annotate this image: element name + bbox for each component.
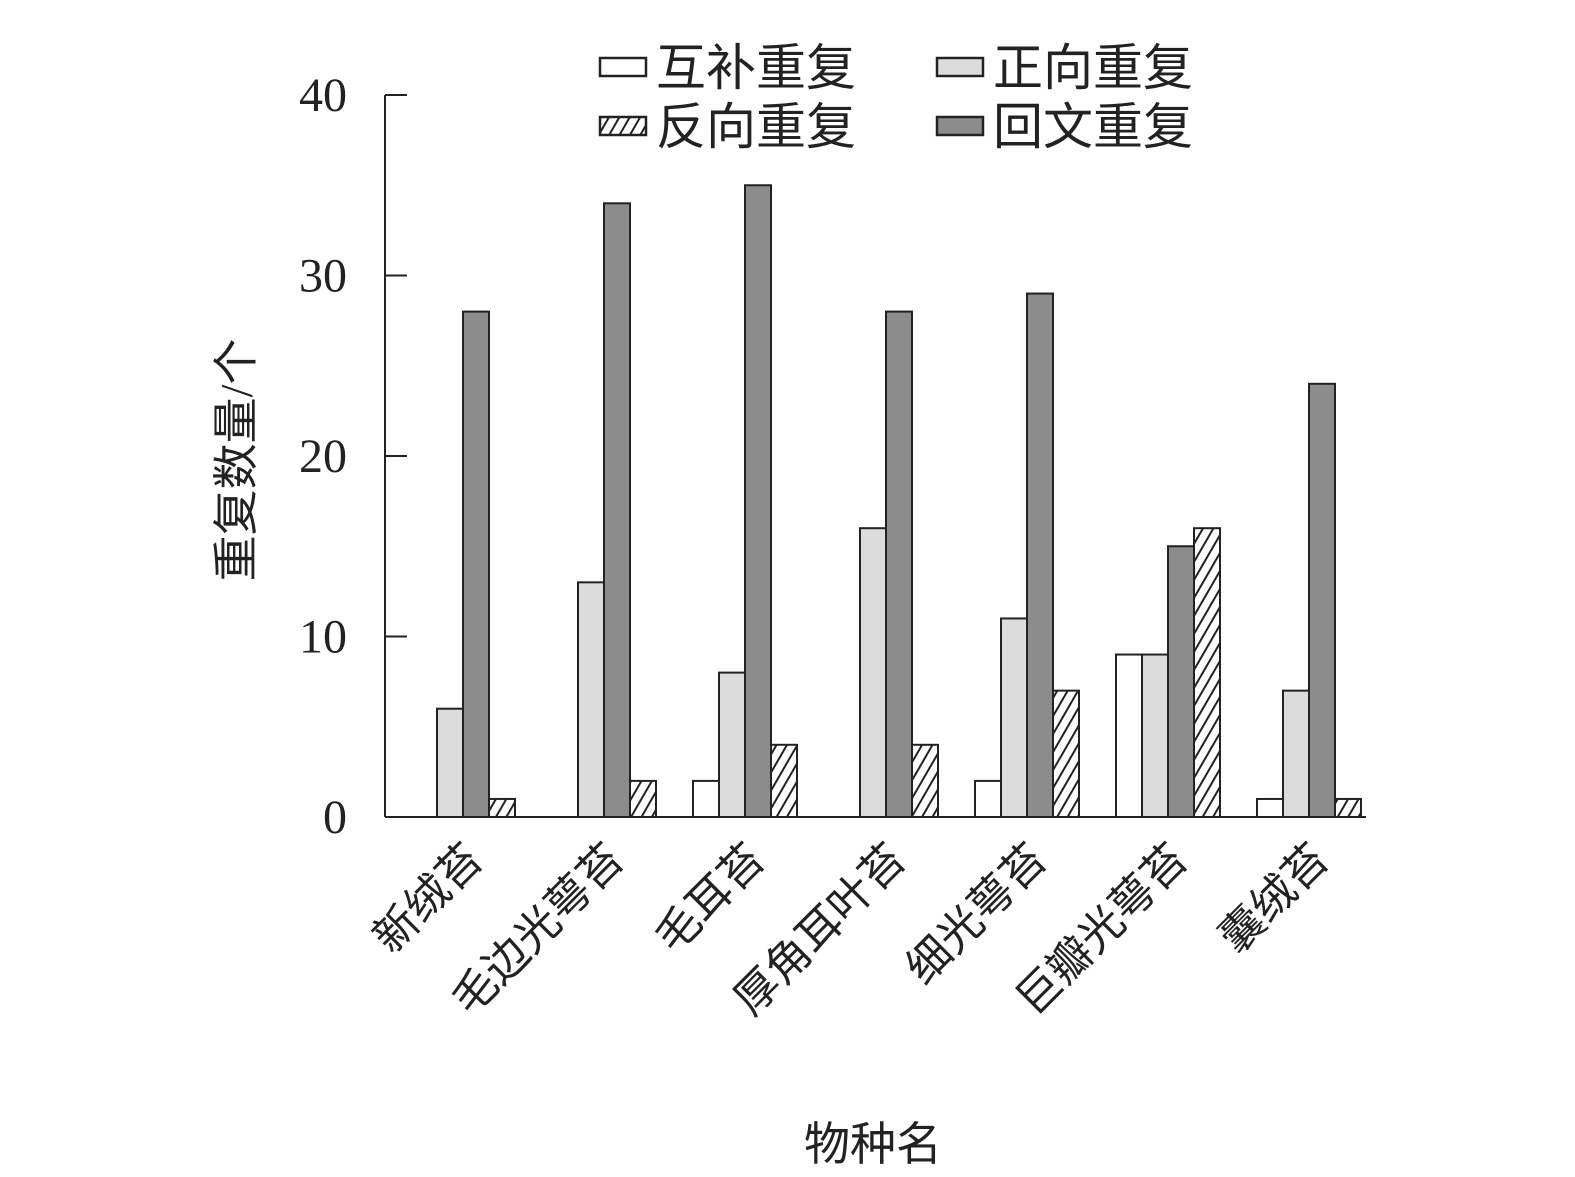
y-tick-label: 40 xyxy=(299,69,347,122)
legend-label: 反向重复 xyxy=(656,99,856,155)
bar-2-3 xyxy=(885,310,913,818)
bar-1-6 xyxy=(1282,689,1310,819)
bar-0-2 xyxy=(692,779,720,819)
legend-swatch xyxy=(935,115,985,137)
legend-label: 互补重复 xyxy=(656,40,856,96)
legend-label: 回文重复 xyxy=(993,99,1193,155)
x-tick-label: 囊绒苔 xyxy=(1210,834,1338,962)
bar-1-2 xyxy=(718,671,746,818)
bar-2-1 xyxy=(603,202,631,819)
x-axis-label: 物种名 xyxy=(804,1119,942,1170)
bar-2-4 xyxy=(1026,292,1054,818)
bar-1-3 xyxy=(859,527,887,818)
bar-0-6 xyxy=(1256,797,1284,819)
bar-3-3 xyxy=(911,743,939,818)
bar-2-0 xyxy=(462,310,490,818)
y-tick-label: 10 xyxy=(299,611,347,664)
x-tick-label: 新绒苔 xyxy=(364,834,492,962)
bar-3-4 xyxy=(1052,689,1080,819)
bar-3-0 xyxy=(488,797,516,819)
bar-1-1 xyxy=(577,581,605,818)
bar-3-1 xyxy=(629,779,657,819)
legend-swatch xyxy=(598,115,648,137)
bar-3-6 xyxy=(1334,797,1362,819)
bar-0-4 xyxy=(974,779,1002,819)
bar-2-5 xyxy=(1167,545,1195,818)
bar-0-5 xyxy=(1115,653,1143,818)
bars-layer xyxy=(436,184,1362,819)
legend-swatch xyxy=(598,56,648,78)
y-tick-label: 20 xyxy=(299,430,347,483)
bar-1-4 xyxy=(1000,617,1028,819)
x-tick-label: 毛耳苔 xyxy=(646,834,774,962)
bar-2-6 xyxy=(1308,382,1336,818)
y-tick-label: 30 xyxy=(299,250,347,303)
y-axis-label: 重复数量/个 xyxy=(211,339,262,582)
y-tick-label: 0 xyxy=(323,791,347,844)
bar-1-0 xyxy=(436,707,464,819)
legend-label: 正向重复 xyxy=(993,40,1193,96)
bar-1-5 xyxy=(1141,653,1169,818)
bar-2-2 xyxy=(744,184,772,818)
bar-3-5 xyxy=(1193,527,1221,818)
legend-swatch xyxy=(935,56,985,78)
bar-3-2 xyxy=(770,743,798,818)
